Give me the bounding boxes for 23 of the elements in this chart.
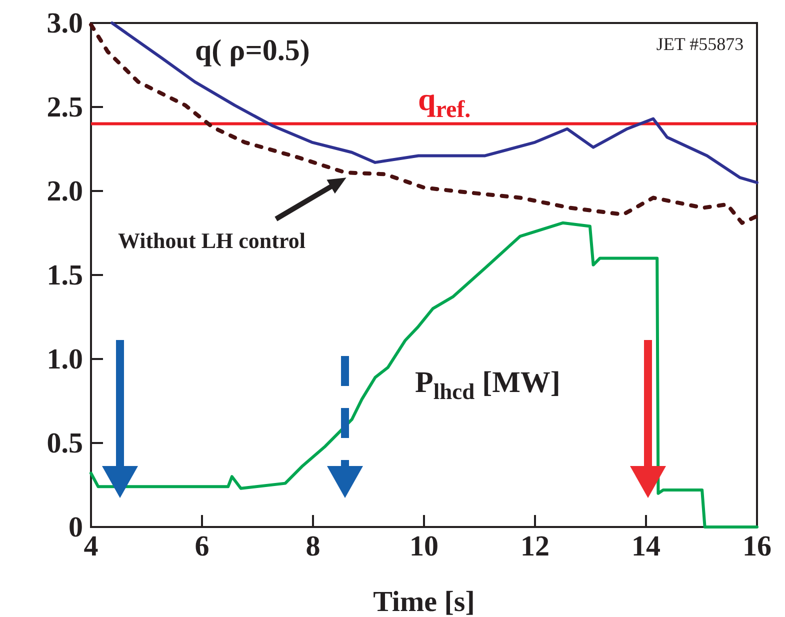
series-label: P$_{lhcd}$ [MW] xyxy=(415,366,560,404)
x-tick-label: 10 xyxy=(410,530,438,563)
line-series xyxy=(110,22,758,184)
x-tick-label: 16 xyxy=(742,530,772,563)
y-tick-label: 1.5 xyxy=(46,259,83,292)
line-series xyxy=(90,221,758,528)
y-tick-label: 0.5 xyxy=(46,427,83,460)
y-tick-label: 3.0 xyxy=(46,7,83,40)
annotation: JET #55873 xyxy=(656,34,744,54)
ref-line-label: q$_{ref.}$ xyxy=(418,80,471,123)
x-tick-label: 6 xyxy=(194,530,210,563)
annotation: Without LH control xyxy=(118,228,306,253)
y-tick-label: 1.0 xyxy=(46,343,83,376)
x-tick-label: 8 xyxy=(306,530,320,563)
x-tick-label: 4 xyxy=(84,530,98,563)
x-tick-label: 14 xyxy=(632,530,660,563)
line-series xyxy=(89,22,759,225)
x-axis-title: Time [s] xyxy=(373,586,475,617)
y-tick-label: 2.5 xyxy=(46,91,83,124)
series-label: q( ρ=0.5) xyxy=(195,34,310,67)
y-tick-label: 2.0 xyxy=(46,175,83,208)
x-tick-label: 12 xyxy=(520,530,550,563)
y-tick-label: 0 xyxy=(68,511,83,544)
